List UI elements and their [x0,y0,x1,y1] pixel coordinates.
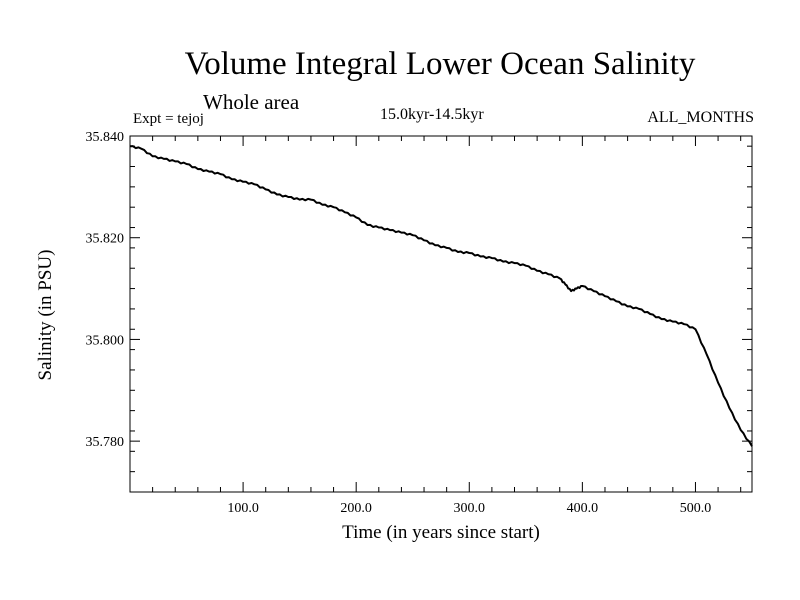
chart-title: Volume Integral Lower Ocean Salinity [184,46,696,82]
months-label: ALL_MONTHS [647,109,754,126]
chart-subtitle: Whole area [203,90,300,114]
x-tick-label: 100.0 [227,501,259,516]
x-tick-label: 300.0 [454,501,486,516]
period-label: 15.0kyr-14.5kyr [380,106,484,123]
x-tick-label: 500.0 [680,501,712,516]
x-tick-label: 400.0 [567,501,599,516]
plot-frame [129,135,753,493]
tick-labels: 100.0 200.0 300.0 400.0 500.0 35.840 35.820 35.… [86,130,712,516]
y-tick-label: 35.840 [86,130,125,145]
y-tick-label: 35.780 [86,435,125,450]
experiment-label: Expt = tejoj [133,111,204,127]
x-tick-label: 200.0 [340,501,372,516]
series-line-salinity [129,145,753,447]
x-axis-label: Time (in years since start) [342,522,540,543]
y-tick-label: 35.820 [86,232,125,247]
axis-ticks [130,135,752,492]
y-tick-label: 35.800 [86,333,125,348]
